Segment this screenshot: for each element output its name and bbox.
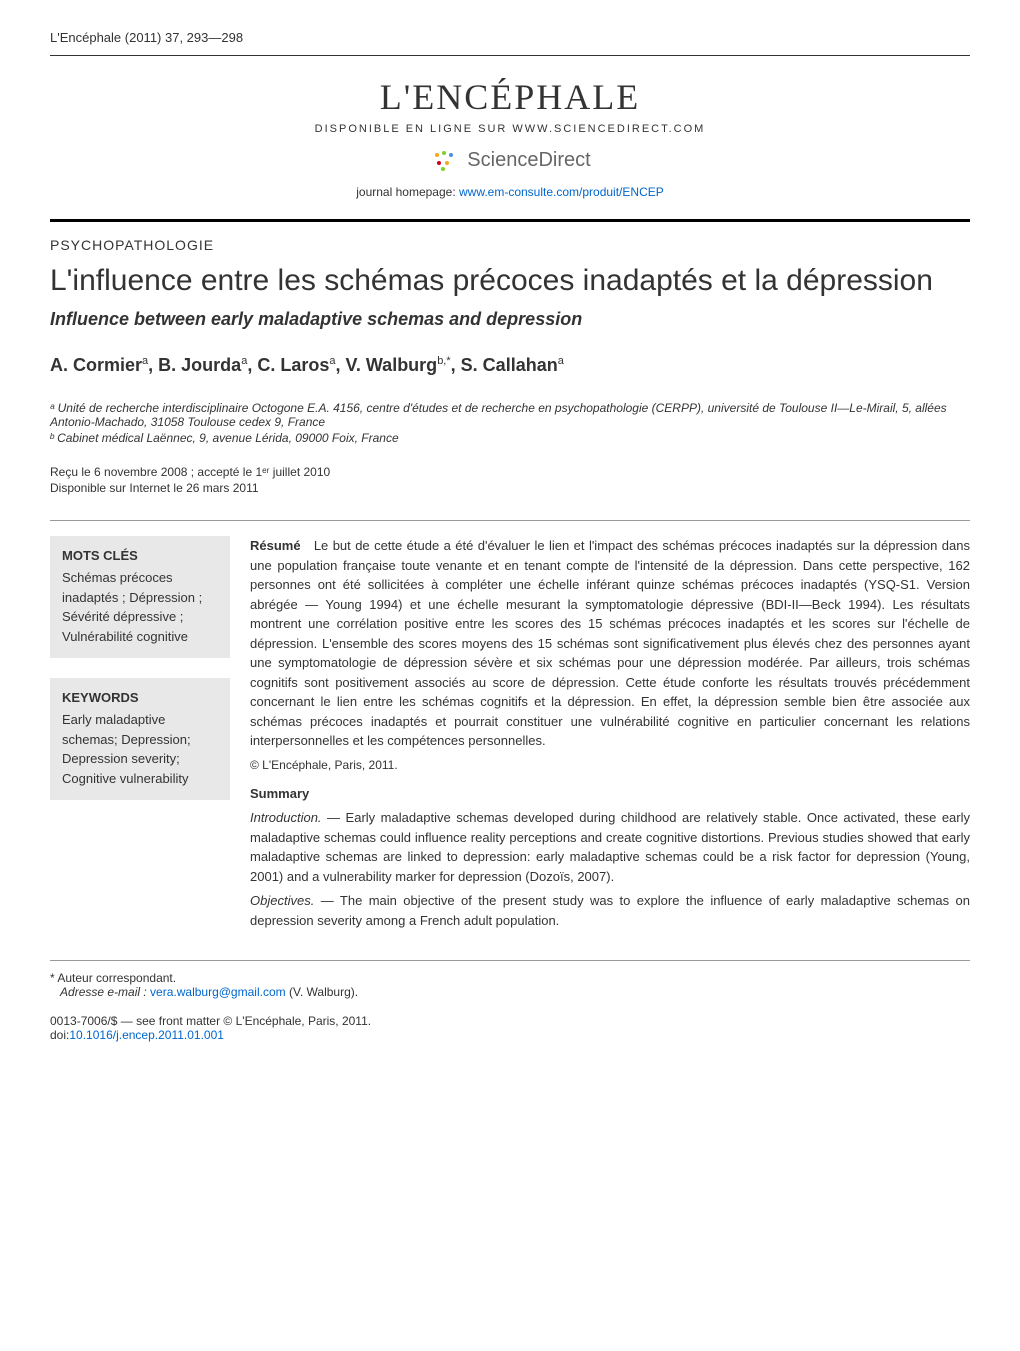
- email-label: Adresse e-mail :: [60, 985, 150, 999]
- availability-line: Disponible en ligne sur www.sciencedirec…: [50, 123, 970, 135]
- author-2: B. Jourdaa: [158, 355, 247, 375]
- homepage-label: journal homepage:: [356, 185, 459, 199]
- sciencedirect-brand: ScienceDirect: [50, 145, 970, 175]
- keywords-list: Early maladaptive schemas; Depression; D…: [62, 710, 218, 788]
- journal-logo: L'ENCÉPHALE: [50, 76, 970, 118]
- author-5: S. Callahana: [461, 355, 564, 375]
- affiliations: ᵃ Unité de recherche interdisciplinaire …: [50, 401, 970, 445]
- resume-paragraph: Résumé Le but de cette étude a été d'éva…: [250, 536, 970, 751]
- keywords-title: KEYWORDS: [62, 690, 218, 705]
- doi-label: doi:: [50, 1028, 69, 1042]
- author-1: A. Cormiera: [50, 355, 148, 375]
- resume-copyright: © L'Encéphale, Paris, 2011.: [250, 756, 970, 774]
- intro-body: Early maladaptive schemas developed duri…: [250, 810, 970, 884]
- summary-heading: Summary: [250, 786, 309, 801]
- corresponding-email-line: Adresse e-mail : vera.walburg@gmail.com …: [50, 985, 970, 999]
- keywords-column: MOTS CLÉS Schémas précoces inadaptés ; D…: [50, 536, 230, 935]
- dates: Reçu le 6 novembre 2008 ; accepté le 1ᵉʳ…: [50, 465, 970, 495]
- summary-heading-p: Summary: [250, 784, 970, 804]
- doi-section: 0013-7006/$ — see front matter © L'Encép…: [50, 1014, 970, 1042]
- article-subtitle: Influence between early maladaptive sche…: [50, 309, 970, 330]
- author-3: C. Larosa: [257, 355, 335, 375]
- resume-heading: Résumé: [250, 538, 301, 553]
- masthead: L'ENCÉPHALE Disponible en ligne sur www.…: [50, 76, 970, 199]
- mots-cles-box: MOTS CLÉS Schémas précoces inadaptés ; D…: [50, 536, 230, 658]
- summary-objectives: Objectives. — The main objective of the …: [250, 891, 970, 930]
- article-title: L'influence entre les schémas précoces i…: [50, 263, 970, 299]
- corresponding-label: * Auteur correspondant.: [50, 971, 970, 985]
- author-4: V. Walburgb,*: [346, 355, 451, 375]
- citation-text: L'Encéphale (2011) 37, 293—298: [50, 30, 243, 45]
- email-link[interactable]: vera.walburg@gmail.com: [150, 985, 286, 999]
- resume-body: Le but de cette étude a été d'évaluer le…: [250, 538, 970, 748]
- doi-line: doi:10.1016/j.encep.2011.01.001: [50, 1028, 970, 1042]
- section-label: PSYCHOPATHOLOGIE: [50, 237, 970, 253]
- citation-header: L'Encéphale (2011) 37, 293—298: [50, 30, 970, 56]
- mots-cles-title: MOTS CLÉS: [62, 548, 218, 563]
- doi-link[interactable]: 10.1016/j.encep.2011.01.001: [69, 1028, 224, 1042]
- obj-label: Objectives. —: [250, 893, 334, 908]
- keywords-box: KEYWORDS Early maladaptive schemas; Depr…: [50, 678, 230, 800]
- abstract-column: Résumé Le but de cette étude a été d'éva…: [250, 536, 970, 935]
- obj-body: The main objective of the present study …: [250, 893, 970, 928]
- homepage-link[interactable]: www.em-consulte.com/produit/ENCEP: [459, 185, 664, 199]
- received-accepted: Reçu le 6 novembre 2008 ; accepté le 1ᵉʳ…: [50, 465, 970, 479]
- email-name: (V. Walburg).: [286, 985, 358, 999]
- intro-label: Introduction. —: [250, 810, 340, 825]
- homepage-line: journal homepage: www.em-consulte.com/pr…: [50, 185, 970, 199]
- header-rule: [50, 219, 970, 222]
- sciencedirect-text: ScienceDirect: [467, 149, 590, 172]
- authors: A. Cormiera, B. Jourdaa, C. Larosa, V. W…: [50, 355, 970, 376]
- online-date: Disponible sur Internet le 26 mars 2011: [50, 481, 970, 495]
- affiliation-a: ᵃ Unité de recherche interdisciplinaire …: [50, 401, 970, 429]
- sciencedirect-icon: [429, 145, 459, 175]
- summary-intro: Introduction. — Early maladaptive schema…: [250, 808, 970, 886]
- abstract-container: MOTS CLÉS Schémas précoces inadaptés ; D…: [50, 520, 970, 935]
- footer-rule: [50, 960, 970, 961]
- affiliation-b: ᵇ Cabinet médical Laënnec, 9, avenue Lér…: [50, 431, 970, 445]
- mots-cles-list: Schémas précoces inadaptés ; Dépression …: [62, 568, 218, 646]
- correspondence: * Auteur correspondant. Adresse e-mail :…: [50, 971, 970, 999]
- front-matter: 0013-7006/$ — see front matter © L'Encép…: [50, 1014, 970, 1028]
